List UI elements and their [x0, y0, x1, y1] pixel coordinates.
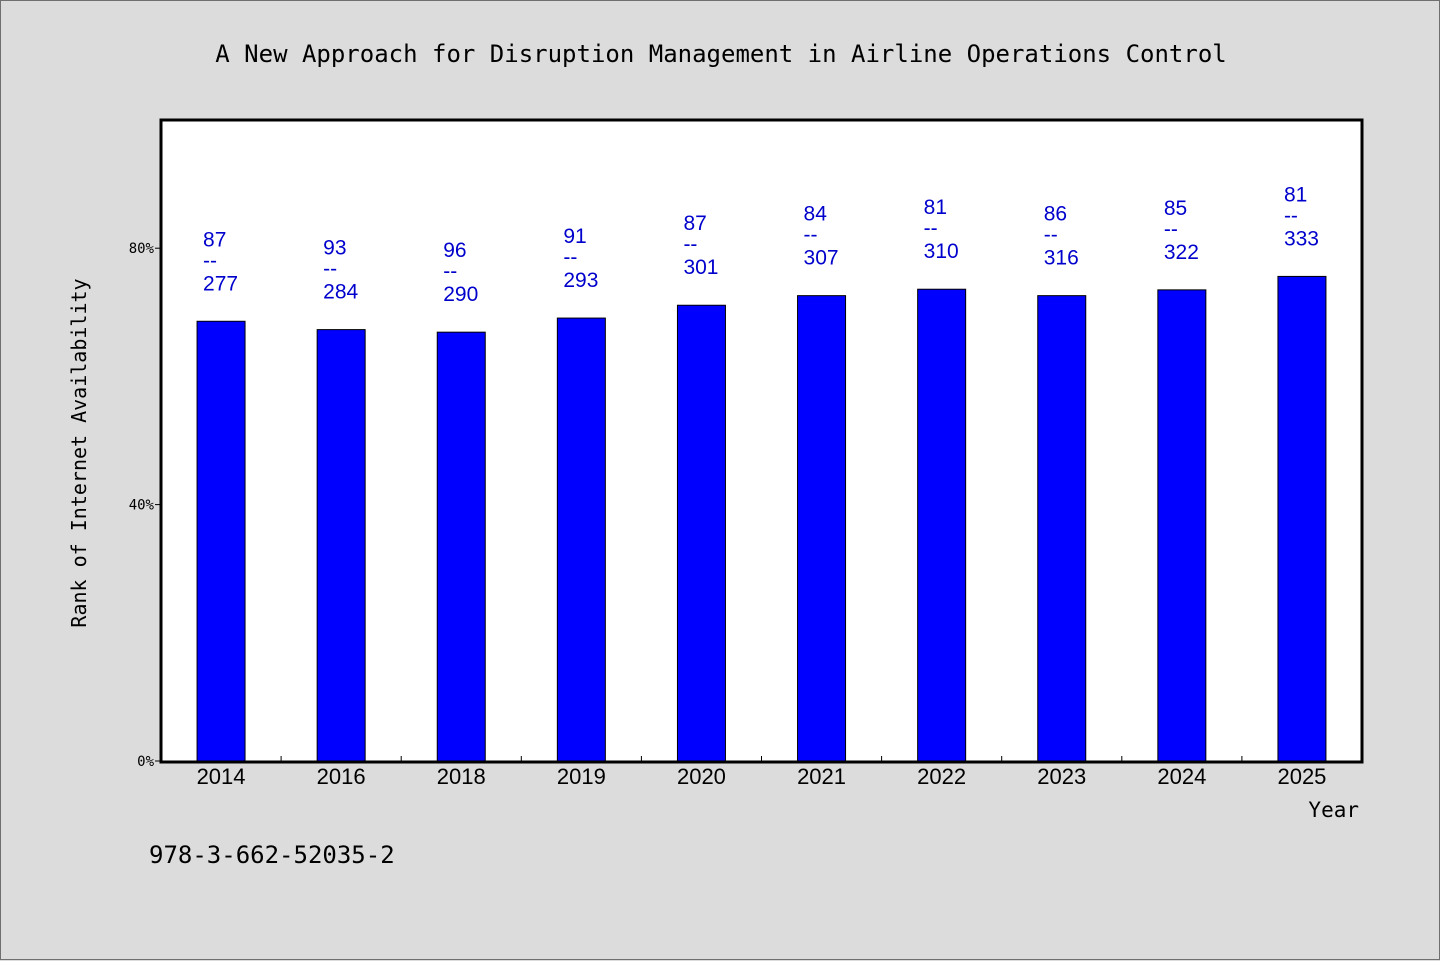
y-tick-label: 40%: [129, 498, 155, 514]
data-label: 93: [323, 237, 346, 260]
x-axis-label: Year: [1308, 798, 1359, 822]
data-label: --: [203, 249, 217, 272]
x-tick-label: 2016: [317, 764, 366, 789]
bar: [316, 329, 366, 762]
x-tick-label: 2014: [197, 764, 246, 789]
data-label: 310: [924, 240, 959, 263]
data-label: 277: [203, 272, 238, 295]
bars-group: [196, 275, 1327, 762]
x-tick-label: 2022: [917, 764, 966, 789]
y-tick-label: 80%: [129, 241, 155, 257]
data-label: 333: [1284, 227, 1319, 250]
y-axis-label: Rank of Internet Availability: [67, 278, 91, 627]
data-label: --: [443, 260, 457, 283]
data-label: 81: [924, 196, 947, 219]
data-label: --: [563, 246, 577, 269]
data-label: --: [1284, 204, 1298, 227]
bar: [917, 288, 967, 762]
data-label: 87: [683, 212, 706, 235]
chart-title: A New Approach for Disruption Management…: [215, 40, 1226, 68]
data-label: --: [924, 217, 938, 240]
data-label: 91: [563, 225, 586, 248]
data-label: 301: [683, 256, 718, 279]
data-label: --: [323, 258, 337, 281]
x-tick-label: 2025: [1277, 764, 1326, 789]
bar: [556, 317, 606, 762]
data-label: 293: [563, 269, 598, 292]
data-labels-group: 87--27793--28496--29091--29387--30184--3…: [203, 183, 1319, 306]
y-tick-label: 0%: [137, 754, 154, 770]
isbn-text: 978-3-662-52035-2: [149, 841, 395, 869]
bar: [1157, 289, 1207, 762]
data-label: --: [1164, 218, 1178, 241]
data-label: 307: [804, 247, 839, 270]
data-label: 84: [804, 203, 828, 226]
data-label: 86: [1044, 203, 1067, 226]
x-tick-label: 2018: [437, 764, 486, 789]
data-label: --: [683, 233, 697, 256]
data-label: 85: [1164, 197, 1187, 220]
x-tick-label: 2024: [1157, 764, 1206, 789]
bar: [196, 320, 246, 762]
bar: [676, 304, 726, 762]
bar: [436, 331, 486, 762]
data-label: --: [804, 224, 818, 247]
x-tick-label: 2019: [557, 764, 606, 789]
x-tick-label: 2020: [677, 764, 726, 789]
bar: [1037, 295, 1087, 762]
data-label: 322: [1164, 241, 1199, 264]
bar: [797, 295, 847, 762]
data-label: 284: [323, 281, 358, 304]
data-label: 316: [1044, 247, 1079, 270]
x-tick-label: 2021: [797, 764, 846, 789]
data-label: 290: [443, 283, 478, 306]
data-label: --: [1044, 224, 1058, 247]
bar: [1277, 275, 1327, 762]
data-label: 87: [203, 228, 226, 251]
data-label: 81: [1284, 183, 1307, 206]
x-tick-label: 2023: [1037, 764, 1086, 789]
ticks-group: 0% 40% 80% 2014 2016 2018 2019 2020 2021 2022 2023…: [129, 241, 1327, 789]
data-label: 96: [443, 239, 466, 262]
